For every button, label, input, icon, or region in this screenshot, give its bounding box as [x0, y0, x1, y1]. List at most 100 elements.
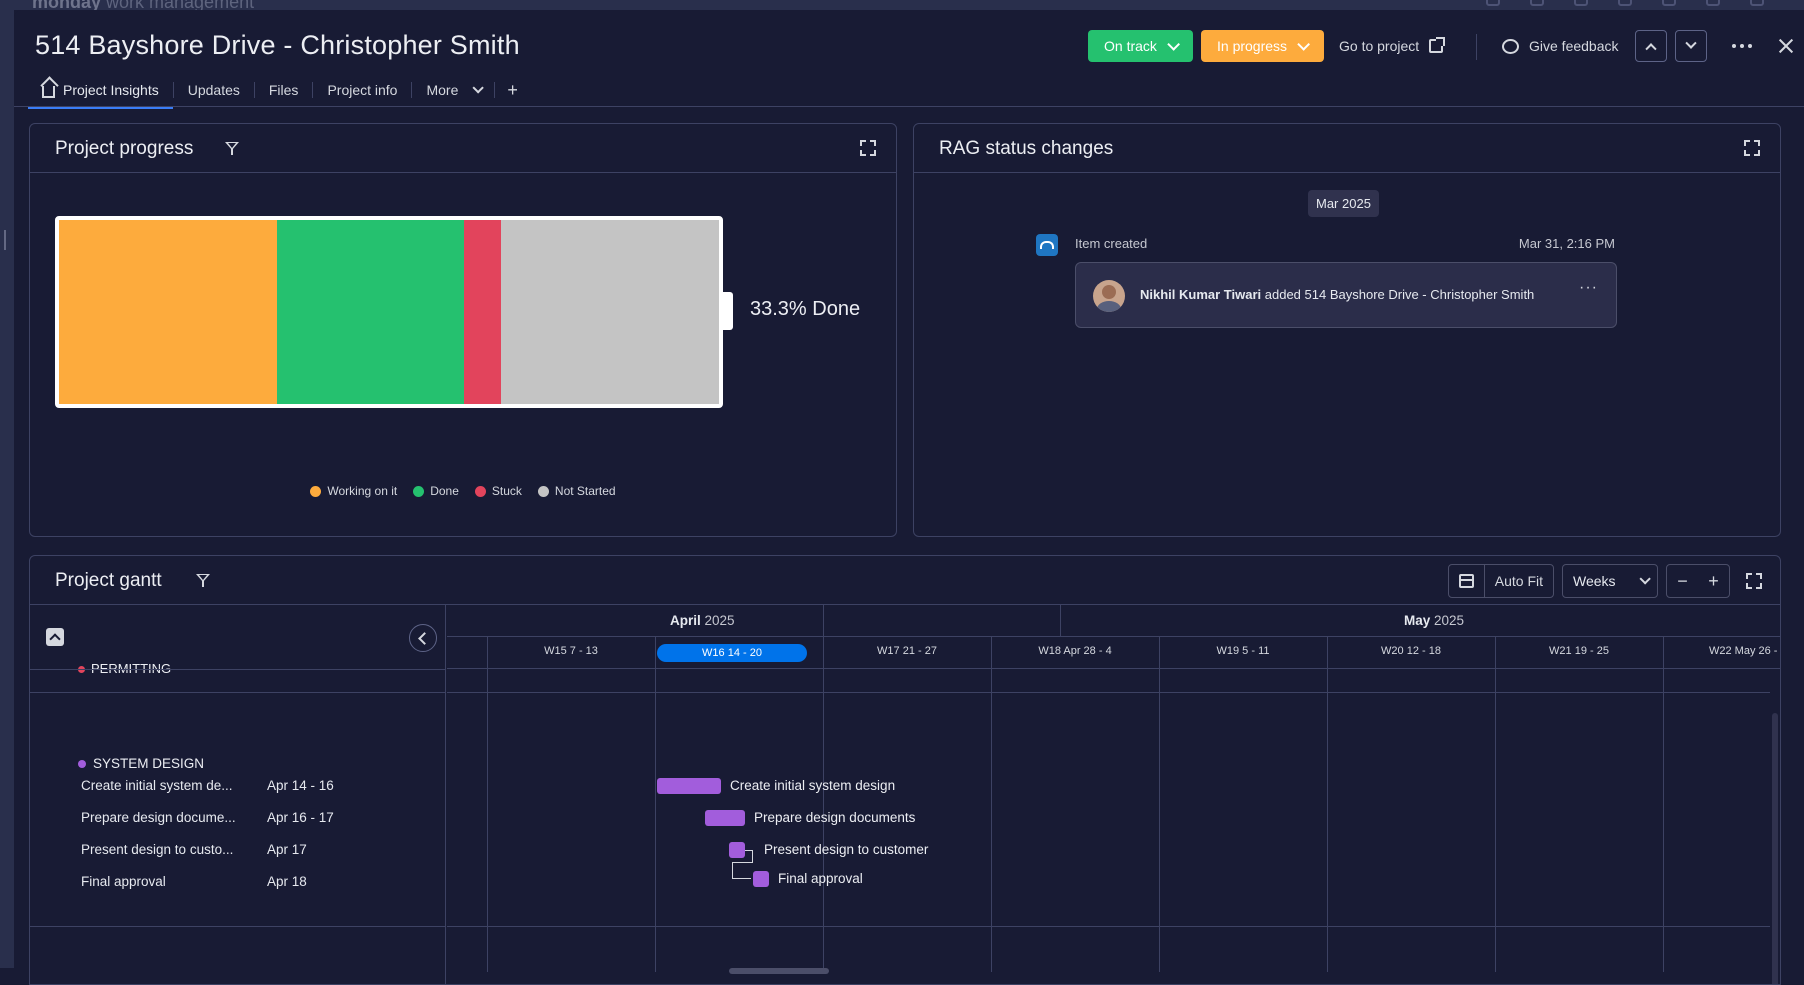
fullscreen-icon[interactable]	[1744, 140, 1760, 156]
week-gridline	[1327, 637, 1328, 972]
legend-label: Working on it	[327, 484, 398, 498]
zoom-in-button[interactable]: +	[1708, 570, 1719, 591]
status-on-track-button[interactable]: On track	[1088, 30, 1193, 62]
progress-segment[interactable]	[59, 220, 278, 404]
legend-item[interactable]: Working on it	[310, 484, 397, 498]
more-options-icon[interactable]	[1730, 34, 1754, 58]
gantt-bar[interactable]	[705, 810, 745, 826]
group-label-system-design[interactable]: SYSTEM DESIGN	[78, 756, 204, 771]
widget-header: RAG status changes	[914, 124, 1780, 173]
header-divider	[30, 669, 445, 670]
grid-icon[interactable]	[1750, 0, 1764, 6]
go-to-project-label: Go to project	[1339, 38, 1420, 54]
search-icon[interactable]	[1662, 0, 1676, 6]
legend-item[interactable]: Not Started	[537, 484, 616, 498]
group-name: SYSTEM DESIGN	[93, 756, 205, 771]
progress-legend: Working on it Done Stuck Not Started	[30, 484, 896, 498]
gantt-bar[interactable]	[753, 871, 769, 887]
fullscreen-button[interactable]	[1738, 564, 1770, 598]
gantt-toolbar: Auto Fit Weeks − +	[1447, 564, 1770, 598]
tab-project-insights[interactable]: Project Insights	[28, 72, 173, 109]
widget-title: Project progress	[55, 138, 194, 159]
external-link-icon	[1429, 37, 1446, 53]
autofit-group: Auto Fit	[1447, 564, 1554, 598]
horizontal-scrollbar[interactable]	[729, 968, 829, 974]
task-row[interactable]: Prepare design docume... Apr 16 - 17	[30, 802, 446, 834]
gantt-bar[interactable]	[657, 778, 721, 794]
apps-icon[interactable]	[1618, 0, 1632, 6]
widget-title: RAG status changes	[939, 138, 1114, 159]
week-label: W15 7 - 13	[544, 645, 598, 657]
week-label-current[interactable]: W16 14 - 20	[657, 644, 807, 662]
legend-label: Not Started	[554, 484, 616, 498]
fullscreen-icon[interactable]	[860, 140, 876, 156]
week-header: W15 7 - 13 W16 14 - 20 W17 21 - 27 W18 A…	[447, 637, 1780, 669]
legend-item[interactable]: Done	[413, 484, 459, 498]
previous-item-button[interactable]	[1635, 30, 1667, 62]
week-gridline	[1495, 637, 1496, 972]
more-icon[interactable]: ···	[1579, 279, 1598, 296]
tab-updates[interactable]: Updates	[174, 72, 254, 108]
week-gridline	[655, 637, 656, 972]
chevron-down-icon	[1639, 573, 1651, 585]
chevron-up-icon	[1645, 43, 1657, 55]
chevron-down-icon	[1685, 37, 1697, 49]
inbox-icon[interactable]	[1530, 0, 1544, 6]
chevron-down-icon	[1167, 37, 1180, 51]
tab-divider	[172, 82, 174, 98]
week-label: W19 5 - 11	[1216, 645, 1270, 657]
tab-label: Files	[268, 82, 299, 98]
bell-icon[interactable]	[1486, 0, 1500, 6]
legend-item[interactable]: Stuck	[474, 484, 522, 498]
close-icon[interactable]	[1774, 34, 1798, 58]
legend-dot	[474, 485, 486, 497]
progress-battery	[55, 216, 723, 408]
widget-title: Project gantt	[55, 570, 162, 591]
progress-segment[interactable]	[277, 220, 465, 404]
vertical-scrollbar[interactable]	[1772, 713, 1778, 984]
task-row[interactable]: Present design to custo... Apr 17	[30, 834, 446, 866]
week-gridline	[487, 637, 488, 972]
collapse-all-icon[interactable]	[46, 628, 64, 646]
calendar-icon-button[interactable]	[1449, 565, 1485, 597]
left-sidebar-edge	[0, 10, 14, 968]
month-label: May 2025	[1404, 613, 1465, 628]
scale-select[interactable]: Weeks	[1562, 564, 1658, 598]
tab-bar: Project Insights Updates Files Project i…	[28, 72, 530, 109]
give-feedback-button[interactable]: Give feedback	[1502, 30, 1619, 62]
gantt-bar[interactable]	[729, 842, 745, 858]
gantt-timeline: April 2025 May 2025 W15 7 - 13 W16 14 - …	[447, 605, 1780, 984]
task-row[interactable]: Final approval Apr 18	[30, 866, 446, 898]
tab-more[interactable]: More	[412, 72, 494, 108]
tab-divider	[411, 82, 413, 98]
tab-project-info[interactable]: Project info	[313, 72, 411, 108]
collapse-panel-icon[interactable]	[409, 624, 437, 652]
invite-icon[interactable]	[1574, 0, 1588, 6]
page-title: 514 Bayshore Drive - Christopher Smith	[35, 30, 520, 60]
filter-icon[interactable]	[196, 573, 210, 587]
gantt-bar-label: Create initial system design	[730, 778, 896, 793]
add-view-button[interactable]: +	[507, 79, 518, 100]
zoom-out-button[interactable]: −	[1677, 570, 1688, 591]
gantt-body: PERMITTING SYSTEM DESIGN Create initial …	[30, 605, 1780, 984]
week-label: W22 May 26 -	[1709, 645, 1778, 657]
progress-segment[interactable]	[501, 220, 719, 404]
task-row[interactable]: Create initial system de... Apr 14 - 16	[30, 770, 446, 802]
auto-fit-button[interactable]: Auto Fit	[1494, 573, 1543, 589]
go-to-project-button[interactable]: Go to project	[1339, 30, 1446, 62]
legend-label: Stuck	[491, 484, 522, 498]
help-icon[interactable]	[1706, 0, 1720, 6]
task-dates: Apr 17	[267, 842, 307, 857]
week-label: W17 21 - 27	[877, 645, 937, 657]
legend-dot	[310, 485, 322, 497]
status-in-progress-button[interactable]: In progress	[1201, 30, 1324, 62]
tab-files[interactable]: Files	[255, 72, 313, 108]
filter-icon[interactable]	[225, 141, 239, 155]
next-item-button[interactable]	[1675, 30, 1707, 62]
progress-segment[interactable]	[464, 220, 502, 404]
avatar[interactable]	[1093, 280, 1125, 312]
tab-divider	[312, 82, 314, 98]
month-label: April 2025	[670, 613, 735, 628]
week-gridline	[1159, 637, 1160, 972]
sidebar-handle-icon[interactable]	[4, 230, 12, 250]
